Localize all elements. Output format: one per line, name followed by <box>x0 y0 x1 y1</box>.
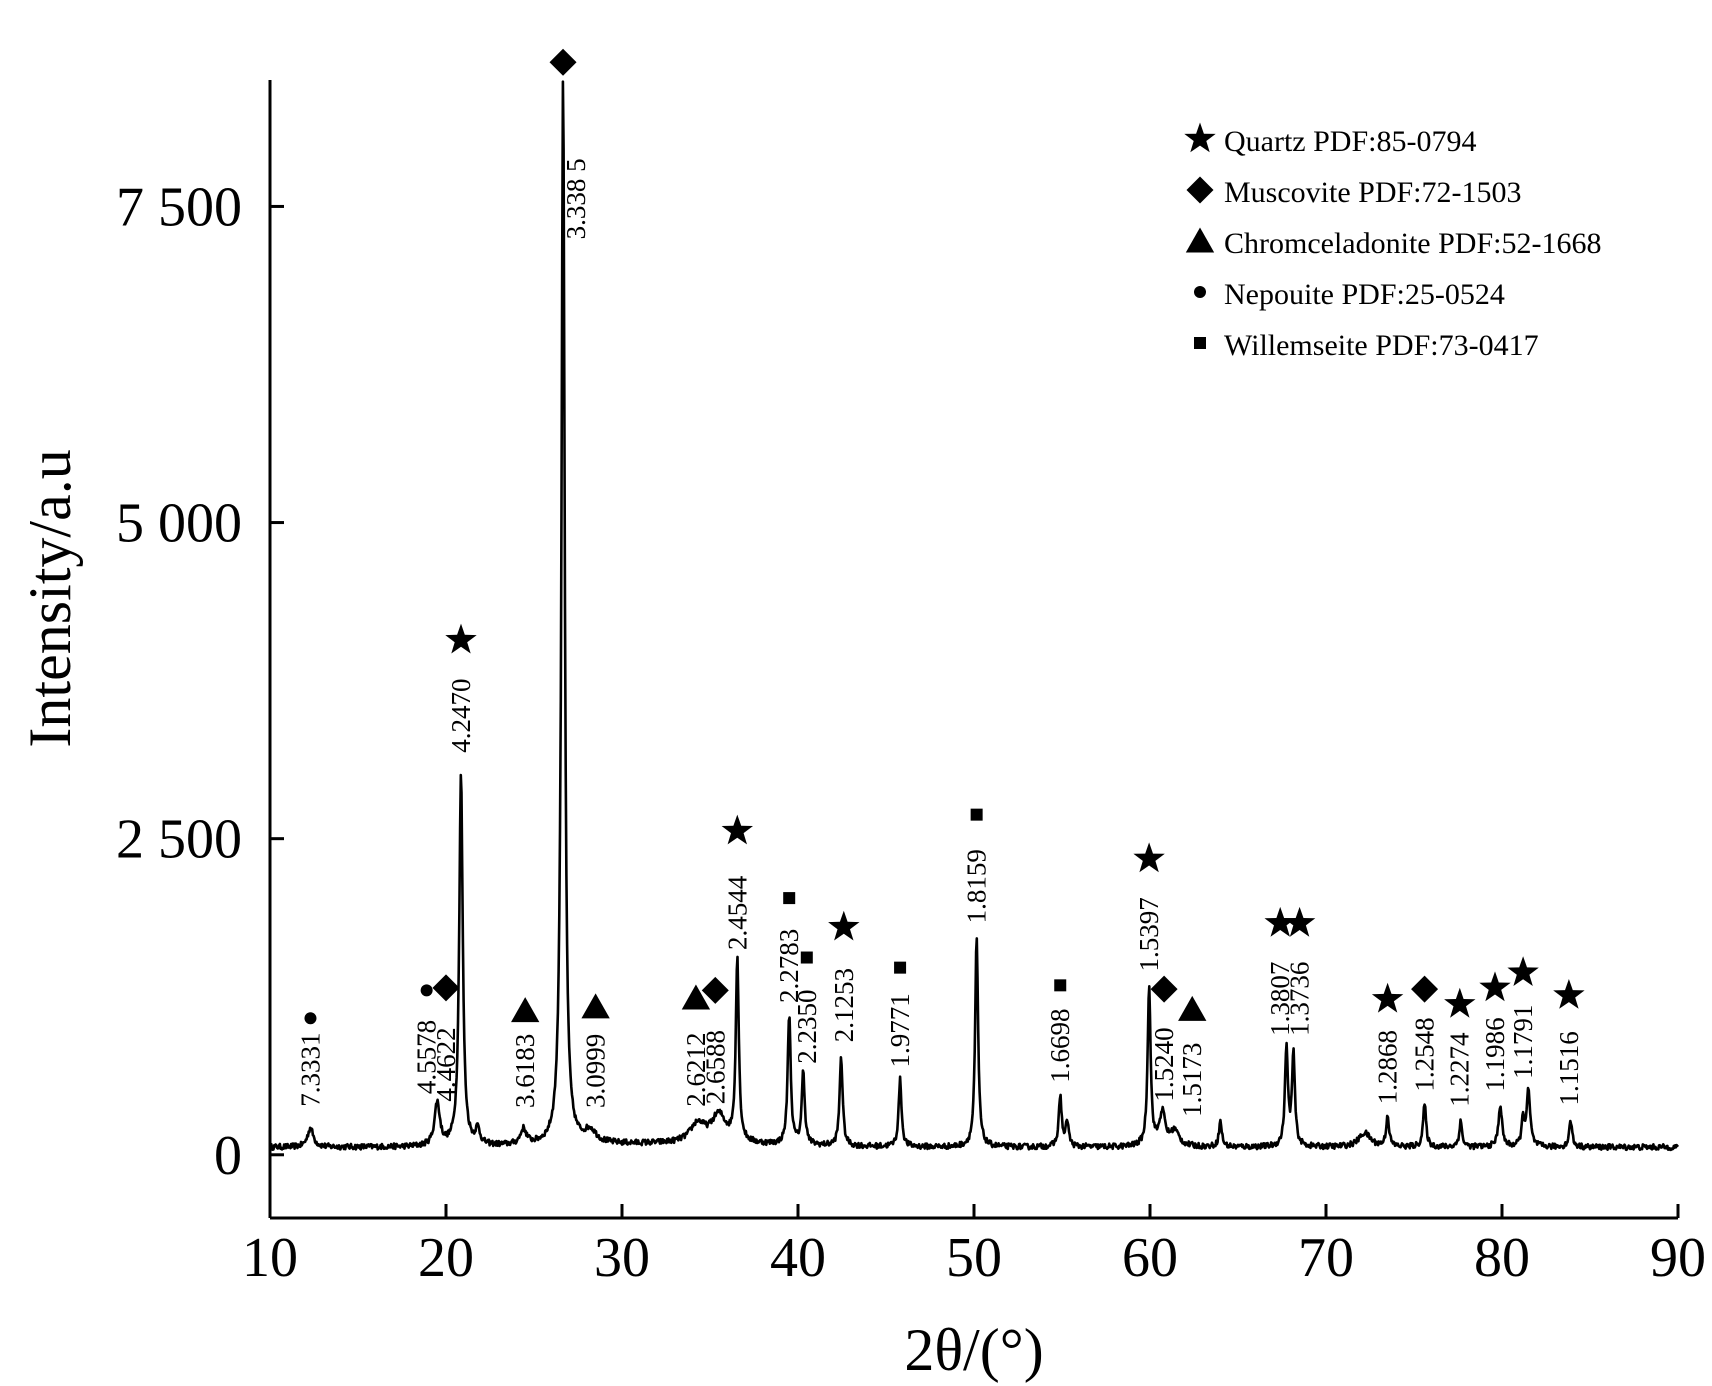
x-tick-label: 90 <box>1650 1227 1706 1289</box>
legend-label: Chromceladonite PDF:52-1668 <box>1224 227 1601 260</box>
peak-label: 1.1986 <box>1480 1017 1510 1091</box>
x-axis-title: 2θ/(°) <box>904 1317 1043 1383</box>
y-tick-label: 2 500 <box>116 809 242 871</box>
peak-marker-triangle <box>681 984 711 1010</box>
peak-label: 3.0999 <box>581 1034 611 1108</box>
peak-label: 1.5173 <box>1177 1043 1207 1117</box>
legend-marker-diamond <box>1186 176 1214 204</box>
legend-label: Quartz PDF:85-0794 <box>1224 125 1476 158</box>
peak-marker-diamond <box>701 976 729 1004</box>
legend-label: Muscovite PDF:72-1503 <box>1224 176 1522 209</box>
peak-label: 1.5397 <box>1134 897 1164 971</box>
x-tick-label: 40 <box>770 1227 826 1289</box>
peak-label: 1.1791 <box>1508 1005 1538 1079</box>
peak-marker-square <box>783 892 796 905</box>
y-tick-label: 5 000 <box>116 493 242 555</box>
y-tick-label: 7 500 <box>116 176 242 238</box>
peak-marker-diamond <box>1411 975 1439 1003</box>
peak-marker-star <box>1479 971 1511 1002</box>
peak-marker-star <box>1283 906 1316 937</box>
peak-label: 2.2350 <box>792 989 822 1063</box>
peak-marker-star <box>828 910 860 941</box>
peak-marker-diamond <box>549 48 577 76</box>
peak-label: 4.5578 <box>412 1020 442 1094</box>
x-tick-label: 70 <box>1298 1227 1354 1289</box>
peak-label: 4.2470 <box>446 678 476 752</box>
peak-label: 2.4544 <box>722 875 752 950</box>
peak-marker-star <box>1444 987 1476 1018</box>
y-axis-title: Intensity/a.u <box>17 449 83 747</box>
x-tick-label: 10 <box>242 1227 298 1289</box>
peak-label: 1.5240 <box>1149 1027 1179 1101</box>
peak-label: 1.3736 <box>1285 962 1315 1036</box>
y-tick-label: 0 <box>214 1125 242 1187</box>
peak-label: 1.9771 <box>885 993 915 1067</box>
peak-marker-square <box>1054 979 1067 992</box>
peak-label: 1.2868 <box>1373 1030 1403 1104</box>
peak-label: 1.8159 <box>962 849 992 923</box>
legend-marker-circle <box>1194 286 1206 298</box>
x-tick-label: 50 <box>946 1227 1002 1289</box>
peak-marker-circle <box>304 1012 317 1025</box>
peak-marker-star <box>1133 842 1165 873</box>
peak-marker-star <box>721 814 753 845</box>
peak-label: 1.1516 <box>1554 1031 1584 1105</box>
diffraction-pattern-line <box>268 80 1680 1152</box>
legend-label: Nepouite PDF:25-0524 <box>1224 278 1505 311</box>
peak-label: 1.6698 <box>1045 1008 1075 1082</box>
peak-marker-triangle <box>1178 995 1207 1021</box>
x-tick-label: 20 <box>418 1227 474 1289</box>
x-tick-label: 80 <box>1474 1227 1530 1289</box>
peak-marker-star <box>445 623 477 654</box>
peak-label: 7.3331 <box>295 1032 325 1106</box>
x-tick-label: 30 <box>594 1227 650 1289</box>
peak-marker-triangle <box>511 997 540 1023</box>
y-axis-ticks: 0 2 500 5 000 7 500 <box>116 176 284 1187</box>
legend-label: Willemseite PDF:73-0417 <box>1224 329 1539 362</box>
peak-label: 3.338 5 <box>561 158 591 239</box>
legend: Quartz PDF:85-0794 Muscovite PDF:72-1503 C… <box>1184 122 1601 362</box>
x-axis-ticks: 10 20 30 40 50 60 70 80 90 <box>242 1204 1706 1289</box>
legend-marker-square <box>1194 337 1206 349</box>
peak-label: 1.2274 <box>1445 1032 1475 1107</box>
peak-label: 2.2783 <box>774 929 804 1003</box>
x-tick-label: 60 <box>1122 1227 1178 1289</box>
peak-marker-triangle <box>581 993 610 1019</box>
peak-marker-square <box>894 961 907 974</box>
peak-label: 1.2548 <box>1410 1017 1440 1091</box>
peak-marker-circle <box>420 984 433 997</box>
peak-label: 2.1253 <box>829 968 859 1042</box>
peak-marker-star <box>1264 906 1296 937</box>
peak-marker-star <box>1553 979 1585 1009</box>
peak-label: 2.6588 <box>700 1030 730 1104</box>
peak-marker-diamond <box>1150 975 1178 1003</box>
peak-marker-square <box>800 951 813 964</box>
peak-marker-diamond <box>432 974 460 1002</box>
peak-label: 4.4622 <box>431 1027 461 1101</box>
peak-marker-star <box>1371 982 1404 1013</box>
peak-label: 1.3807 <box>1265 962 1295 1036</box>
legend-marker-triangle <box>1185 227 1215 253</box>
peak-label: 3.6183 <box>510 1034 540 1108</box>
legend-marker-star <box>1184 122 1216 153</box>
peak-marker-star <box>1507 956 1539 986</box>
peak-label: 2.6212 <box>681 1032 711 1106</box>
peak-marker-square <box>970 808 983 821</box>
